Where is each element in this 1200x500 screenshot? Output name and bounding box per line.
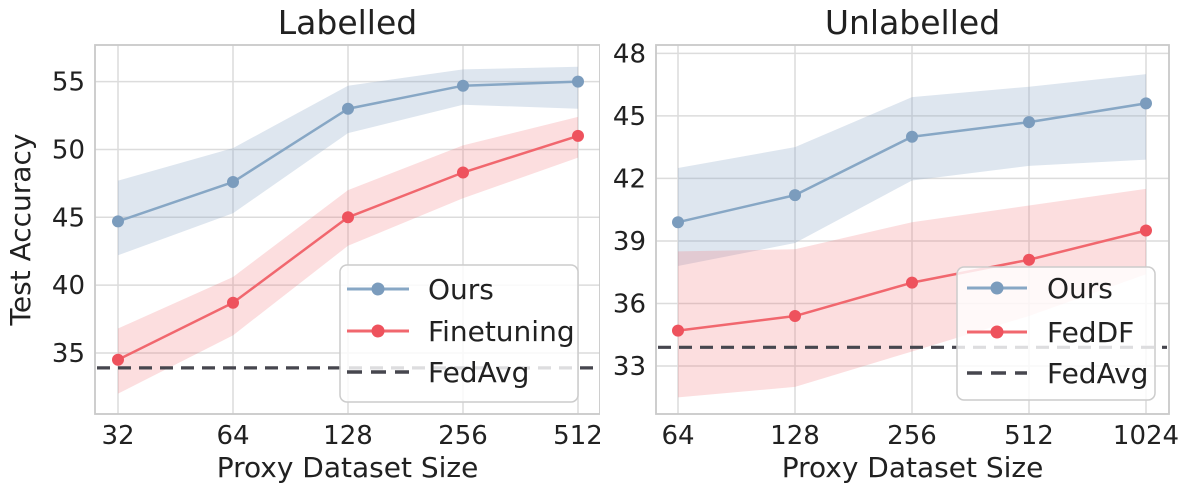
chart-title: Labelled (278, 3, 417, 42)
x-tick-label: 1024 (1113, 421, 1179, 451)
finetuning-confidence-band (118, 116, 578, 394)
legend-box (956, 266, 1156, 401)
ours-confidence-band (118, 66, 578, 256)
y-tick-label: 45 (52, 203, 85, 233)
legend-label: FedAvg (428, 356, 529, 389)
y-tick-label: 45 (613, 102, 646, 132)
y-tick-label: 36 (613, 290, 646, 320)
ours-data-point (672, 216, 684, 229)
unlabelled-chart: 33 36 39 42 45 48 64 128 256 512 1024 Unlabelled Pro… (613, 3, 1179, 484)
legend-label: Finetuning (428, 315, 575, 348)
feddf-data-point (906, 276, 918, 289)
legend-marker-sample (371, 324, 385, 338)
y-tick-label: 42 (613, 165, 646, 195)
ours-data-point (457, 79, 469, 92)
ours-data-point (227, 176, 239, 189)
x-tick-label: 32 (101, 421, 134, 451)
y-tick-label: 35 (52, 339, 85, 369)
x-tick-label: 512 (553, 421, 600, 451)
y-tick-label: 40 (52, 271, 85, 301)
x-tick-label: 64 (216, 421, 249, 451)
finetuning-data-point (342, 211, 354, 224)
ours-data-point (1023, 116, 1035, 129)
ours-data-point (906, 130, 918, 143)
finetuning-data-point (227, 296, 239, 309)
y-tick-label: 48 (613, 39, 646, 69)
ours-data-point (789, 189, 801, 202)
y-tick-label: 39 (613, 227, 646, 257)
legend-marker-sample (371, 282, 385, 296)
feddf-data-point (672, 324, 684, 337)
feddf-confidence-band (678, 188, 1146, 398)
x-axis-label: Proxy Dataset Size (217, 451, 479, 484)
legend-label: FedDF (1047, 316, 1134, 349)
finetuning-data-point (572, 129, 584, 142)
finetuning-data-point (457, 166, 469, 179)
finetuning-data-point (112, 353, 124, 366)
ours-data-point (1140, 97, 1152, 110)
x-tick-label: 256 (887, 421, 937, 451)
x-tick-label: 256 (438, 421, 488, 451)
x-tick-label: 128 (323, 421, 373, 451)
ours-data-point (572, 75, 584, 88)
ours-data-point (112, 215, 124, 228)
legend-label: Ours (428, 273, 494, 306)
y-axis-label: Test Accuracy (4, 134, 37, 327)
feddf-data-point (1023, 253, 1035, 266)
y-tick-label: 50 (52, 136, 85, 166)
legend-marker-sample (990, 325, 1004, 339)
legend-box (339, 264, 579, 403)
y-tick-label: 33 (613, 352, 646, 382)
x-tick-label: 512 (1004, 421, 1054, 451)
feddf-data-point (789, 310, 801, 323)
legend-label: FedAvg (1047, 357, 1148, 390)
labelled-chart: 35 40 45 50 55 32 64 128 256 512 Labelled Proxy Dat… (4, 3, 600, 484)
chart-title: Unlabelled (825, 3, 1000, 42)
x-axis-label: Proxy Dataset Size (782, 451, 1044, 484)
legend-marker-sample (990, 281, 1004, 295)
y-tick-label: 55 (52, 68, 85, 98)
ours-data-point (342, 102, 354, 115)
x-tick-label: 128 (770, 421, 820, 451)
x-tick-label: 64 (661, 421, 694, 451)
plot-border (655, 44, 1170, 415)
plot-border (94, 44, 600, 415)
feddf-data-point (1140, 224, 1152, 237)
legend-label: Ours (1047, 272, 1113, 305)
